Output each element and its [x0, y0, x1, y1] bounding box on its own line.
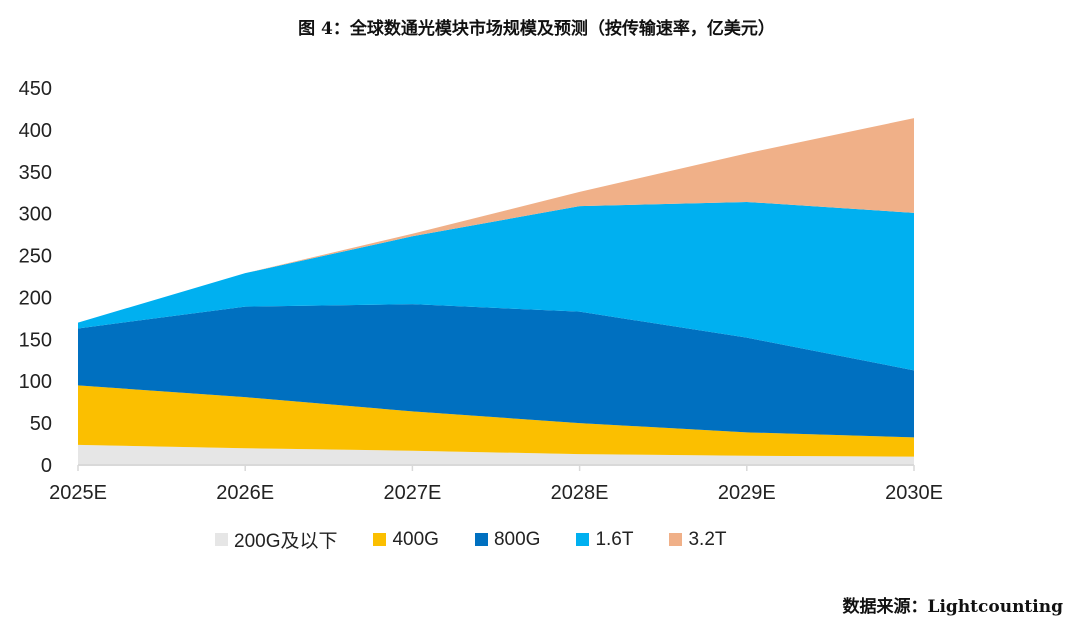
x-tick-label: 2029E — [718, 482, 776, 504]
legend-item: 800G — [474, 526, 541, 553]
legend-swatch — [474, 533, 488, 546]
legend-swatch — [373, 533, 387, 546]
legend-swatch — [215, 533, 228, 546]
y-tick-label: 350 — [19, 162, 52, 184]
chart-title: 图 4：全球数通光模块市场规模及预测（按传输速率，亿美元） — [298, 19, 775, 39]
y-tick-label: 100 — [19, 371, 52, 393]
legend-label: 1.6T — [595, 528, 634, 550]
legend-item: 200G及以下 — [215, 526, 337, 553]
y-tick-label: 400 — [19, 120, 52, 142]
x-tick-label: 2025E — [49, 482, 107, 504]
y-tick-label: 200 — [19, 287, 52, 309]
legend: 200G及以下 400G 800G 1.6T 3.2T — [215, 526, 763, 553]
y-tick-label: 300 — [19, 204, 52, 226]
x-tick-label: 2030E — [885, 482, 943, 504]
y-tick-label: 250 — [19, 246, 52, 268]
legend-label: 400G — [392, 528, 439, 550]
legend-item: 3.2T — [669, 526, 727, 553]
source-note: 数据来源：Lightcounting — [842, 597, 1063, 617]
legend-item: 1.6T — [576, 526, 633, 553]
x-tick-label: 2028E — [551, 482, 609, 504]
y-tick-label: 50 — [30, 413, 52, 435]
y-tick-label: 0 — [41, 455, 52, 477]
y-tick-label: 450 — [19, 78, 52, 100]
legend-swatch — [669, 533, 683, 546]
area-series-3 — [78, 201, 914, 371]
legend-item: 400G — [373, 526, 439, 553]
area-series-2 — [78, 304, 914, 438]
legend-label: 800G — [493, 528, 541, 550]
area-series-1 — [78, 385, 914, 457]
legend-swatch — [576, 533, 590, 546]
x-tick-label: 2026E — [216, 482, 274, 504]
area-series-4 — [78, 118, 914, 323]
area-series-0 — [78, 444, 914, 465]
legend-label: 200G及以下 — [234, 531, 338, 552]
legend-label: 3.2T — [688, 528, 727, 550]
y-tick-label: 150 — [19, 329, 52, 351]
x-tick-label: 2027E — [383, 482, 441, 504]
